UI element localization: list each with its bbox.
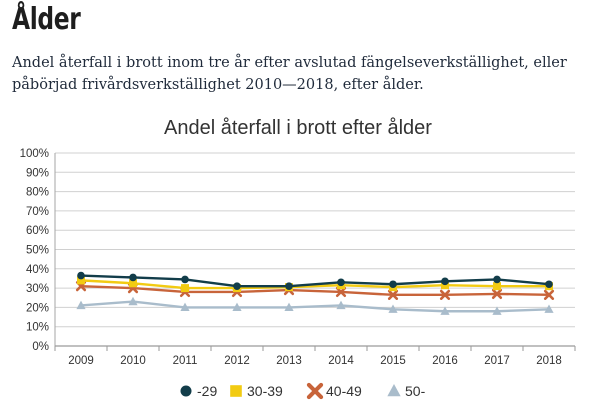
data-point xyxy=(388,304,398,313)
marker-stroke xyxy=(439,289,451,300)
data-point xyxy=(128,296,138,306)
legend-item: -29 xyxy=(180,383,217,399)
marker-stroke xyxy=(387,289,399,300)
x-tick-label: 2015 xyxy=(380,355,406,367)
data-point xyxy=(439,289,451,300)
series-line xyxy=(80,300,550,313)
y-tick-label: 90% xyxy=(26,167,49,179)
chart-title: Andel återfall i brott efter ålder xyxy=(164,117,432,139)
y-tick-label: 10% xyxy=(26,322,49,334)
series-29 xyxy=(77,271,553,290)
legend-marker xyxy=(230,385,242,397)
gridlines xyxy=(55,152,575,347)
x-tick-label: 2009 xyxy=(68,355,94,367)
data-point xyxy=(493,275,501,284)
data-point xyxy=(180,302,190,311)
legend-symbol xyxy=(180,385,192,397)
marker-stroke xyxy=(491,288,503,299)
marker-stroke xyxy=(335,286,347,298)
legend-symbol xyxy=(306,382,324,400)
axes: 0% 10% 20% 30% 40% 50% 60% 70% 80% 90% 100% 2009 201… xyxy=(20,148,576,367)
data-point xyxy=(440,306,450,315)
x-tick-label: 2012 xyxy=(224,355,250,367)
legend-item: 40-49 xyxy=(306,382,362,400)
legend-marker xyxy=(180,385,192,397)
series-line xyxy=(80,279,549,290)
y-tick-label: 40% xyxy=(26,264,49,276)
y-tick-label: 30% xyxy=(26,283,49,295)
legend-symbol xyxy=(387,384,401,397)
legend-label: 40-49 xyxy=(326,383,362,399)
data-point xyxy=(77,276,85,285)
legend-label: -29 xyxy=(197,383,217,399)
x-tick-label: 2013 xyxy=(276,355,302,367)
data-point xyxy=(232,302,242,311)
series-line xyxy=(80,274,550,288)
data-point xyxy=(76,300,86,310)
series-lines xyxy=(75,271,555,315)
x-tick-label: 2016 xyxy=(432,355,458,367)
x-tick-label: 2011 xyxy=(173,355,198,367)
data-point xyxy=(493,282,501,291)
page-heading: Ålder xyxy=(12,2,81,37)
data-point xyxy=(492,306,502,315)
data-point xyxy=(441,277,449,286)
intro-paragraph: Andel återfall i brott inom tre år efter… xyxy=(12,55,567,93)
data-point xyxy=(285,282,293,290)
data-point xyxy=(129,273,137,282)
y-tick-label: 20% xyxy=(26,302,49,314)
y-tick-label: 50% xyxy=(26,245,49,257)
data-point xyxy=(441,281,449,290)
y-tick-label: 0% xyxy=(32,341,49,353)
data-point xyxy=(387,289,399,300)
data-point xyxy=(129,279,137,288)
legend-symbol xyxy=(230,385,242,397)
x-tick-label: 2010 xyxy=(120,355,146,367)
x-tick-label: 2014 xyxy=(328,355,354,367)
data-point xyxy=(544,304,554,313)
legend: -29 30-39 40-49 50- xyxy=(180,382,426,400)
data-point xyxy=(337,278,345,287)
data-point xyxy=(181,275,189,284)
x-tick-label: 2017 xyxy=(484,355,510,367)
legend-marker xyxy=(306,382,324,400)
series-line xyxy=(80,284,550,297)
legend-label: 50- xyxy=(405,383,426,399)
y-tick-label: 100% xyxy=(20,148,49,160)
data-point xyxy=(389,280,397,289)
legend-item: 50- xyxy=(387,383,426,399)
marker-stroke xyxy=(543,289,555,300)
data-point xyxy=(545,280,553,289)
data-point xyxy=(181,284,189,293)
data-point xyxy=(284,302,294,311)
legend-label: 30-39 xyxy=(247,383,283,399)
data-point xyxy=(336,300,346,310)
legend-item: 30-39 xyxy=(230,383,283,399)
data-point xyxy=(233,282,241,290)
y-tick-label: 80% xyxy=(26,187,49,199)
x-tick-label: 2018 xyxy=(536,355,562,367)
marker-stroke xyxy=(306,382,324,400)
legend-marker xyxy=(387,384,401,397)
data-point xyxy=(77,271,85,280)
y-tick-label: 70% xyxy=(26,206,49,218)
data-point xyxy=(335,286,347,298)
y-tick-label: 60% xyxy=(26,225,49,237)
series-50 xyxy=(76,296,554,315)
data-point xyxy=(491,288,503,299)
data-point xyxy=(543,289,555,300)
